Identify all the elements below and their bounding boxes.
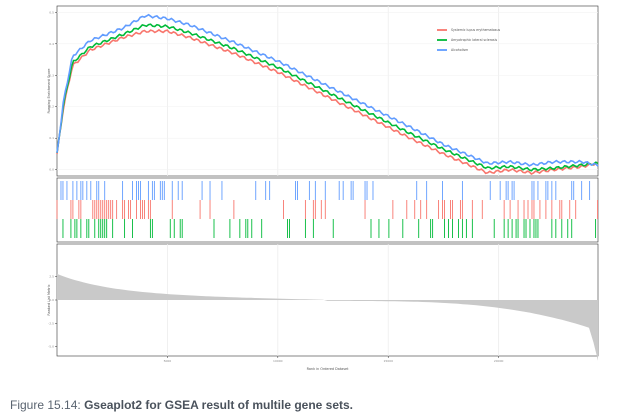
y-tick-label-bottom: 2.5 [49, 275, 54, 279]
es-line-series-2 [56, 23, 599, 172]
y-tick-label-top: 0.5 [49, 10, 54, 14]
x-axis-label: Rank in Ordered Dataset [307, 367, 350, 371]
y-tick-label-top: 0.2 [49, 105, 54, 109]
y-tick-label-top: 0.3 [49, 73, 54, 77]
y-axis-label-bottom: Ranked List Metric [47, 284, 51, 315]
caption-title: Gseaplot2 for GSEA result of multile gen… [84, 398, 354, 412]
y-tick-label-top: 0.0 [49, 168, 54, 172]
y-axis-label-top: Running Enrichment Score [47, 68, 51, 113]
y-tick-label-bottom: -2.5 [48, 321, 54, 325]
y-tick-label-top: 0.1 [49, 136, 54, 140]
y-tick-label-bottom: 0.0 [49, 298, 54, 302]
x-tick-label: 15000 [383, 359, 393, 363]
x-tick-label: 10000 [273, 359, 283, 363]
y-tick-label-bottom: -5.0 [48, 345, 54, 349]
es-line-series-1 [56, 28, 599, 175]
es-line-series-3 [56, 13, 599, 167]
legend-label: Systemic lupus erythematosus [451, 28, 500, 32]
gsea-chart: 5000 10000 15000 20000 0.0 0.1 0.2 0.3 0.4 0.5 -5.… [47, 5, 599, 371]
figure-caption: Figure 15.14: Gseaplot2 for GSEA result … [10, 398, 353, 412]
gsea-figure: 5000 10000 15000 20000 0.0 0.1 0.2 0.3 0.4 0.5 -5.… [47, 5, 599, 371]
legend-label: Amyotrophic lateral sclerosis [451, 38, 497, 42]
caption-prefix: Figure 15.14: [10, 398, 81, 412]
legend-label: Alcoholism [451, 48, 468, 52]
ranked-metric-area [57, 273, 598, 361]
x-tick-label: 5000 [164, 359, 172, 363]
x-tick-label: 20000 [494, 359, 504, 363]
y-tick-label-top: 0.4 [49, 42, 54, 46]
